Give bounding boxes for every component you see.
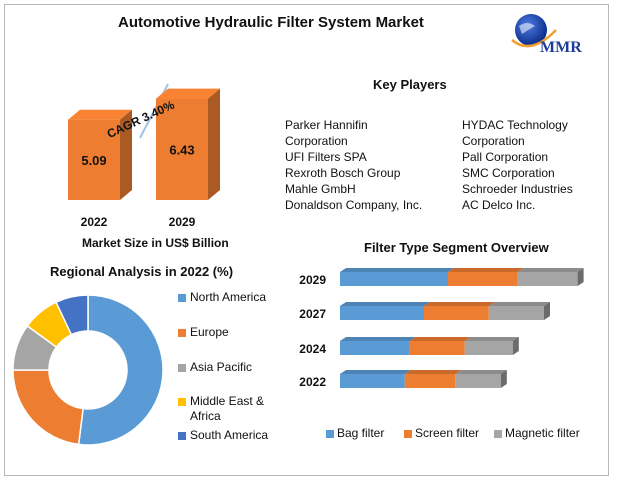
- regional-title: Regional Analysis in 2022 (%): [50, 264, 234, 279]
- seg-side-2024: [512, 337, 519, 355]
- key-player-item: Mahle GmbH: [285, 182, 356, 196]
- seg-top-2024: [409, 337, 471, 341]
- legend-swatch: [404, 430, 412, 438]
- key-player-item: Schroeder Industries: [462, 182, 573, 196]
- seg-top-2027: [340, 302, 430, 306]
- legend-swatch: [178, 398, 186, 406]
- legend-label: North America: [190, 290, 267, 304]
- key-player-item: Pall Corporation: [462, 150, 549, 164]
- category-label: 2024: [299, 342, 326, 356]
- seg-top-2022: [455, 370, 507, 374]
- seg-bar-2024-screen-filter: [409, 341, 465, 355]
- category-label: 2029: [299, 273, 326, 287]
- seg-top-2022: [404, 370, 462, 374]
- bar-category-label: 2029: [169, 215, 196, 229]
- seg-bar-2022-screen-filter: [404, 374, 456, 388]
- logo-text: MMR: [540, 39, 582, 56]
- legend-swatch: [494, 430, 502, 438]
- bar-value-label: 6.43: [169, 142, 194, 157]
- seg-bar-2027-screen-filter: [424, 306, 489, 320]
- bar-2029: [156, 98, 208, 200]
- donut-slice-south-america: [55, 294, 89, 336]
- bar-top-2022: [68, 109, 132, 120]
- legend-label: Middle East &: [190, 394, 265, 408]
- legend-label: Africa: [190, 409, 221, 423]
- page-title: Automotive Hydraulic Filter System Marke…: [118, 14, 424, 31]
- key-player-item: Rexroth Bosch Group: [285, 166, 401, 180]
- bar-2022: [68, 119, 120, 200]
- key-player-item: AC Delco Inc.: [462, 198, 536, 212]
- globe-icon: [515, 14, 547, 46]
- seg-top-2024: [340, 337, 416, 341]
- bar-side-2022: [120, 109, 132, 200]
- market-size-caption: Market Size in US$ Billion: [82, 236, 229, 250]
- seg-bar-2024-bag-filter: [340, 341, 410, 355]
- seg-bar-2024-magnetic-filter: [464, 341, 513, 355]
- key-players-title: Key Players: [373, 77, 447, 92]
- seg-side-2022: [500, 370, 507, 388]
- legend-swatch: [178, 294, 186, 302]
- seg-bar-2029-magnetic-filter: [517, 272, 578, 286]
- legend-swatch: [178, 364, 186, 372]
- seg-bar-2027-bag-filter: [340, 306, 424, 320]
- legend-label: Asia Pacific: [190, 360, 253, 374]
- seg-top-2029: [448, 268, 524, 272]
- seg-side-2027: [544, 302, 550, 320]
- seg-bar-2022-bag-filter: [340, 374, 405, 388]
- legend-label: Screen filter: [415, 426, 480, 440]
- seg-bar-2029-bag-filter: [340, 272, 448, 286]
- category-label: 2027: [299, 307, 326, 321]
- seg-top-2027: [488, 302, 550, 306]
- seg-bar-2022-magnetic-filter: [455, 374, 501, 388]
- key-player-item: Corporation: [462, 134, 525, 148]
- seg-top-2029: [340, 268, 454, 272]
- legend-swatch: [326, 430, 334, 438]
- legend-label: Europe: [190, 325, 229, 339]
- key-player-item: HYDAC Technology: [462, 118, 568, 132]
- legend-swatch: [178, 432, 186, 440]
- globe-highlight: [519, 23, 535, 34]
- bar-side-2029: [208, 88, 220, 200]
- legend-label: South America: [190, 428, 269, 442]
- seg-top-2024: [464, 337, 519, 341]
- seg-bar-2029-screen-filter: [448, 272, 518, 286]
- bar-category-label: 2022: [81, 215, 108, 229]
- key-player-item: Donaldson Company, Inc.: [285, 198, 423, 212]
- donut-slice-north-america: [77, 294, 164, 446]
- key-player-item: SMC Corporation: [462, 166, 555, 180]
- key-player-item: UFI Filters SPA: [285, 150, 367, 164]
- frame-border: [4, 4, 609, 476]
- orbit-swoosh: [511, 29, 557, 48]
- seg-top-2022: [340, 370, 411, 374]
- segment-title: Filter Type Segment Overview: [364, 240, 549, 255]
- seg-top-2029: [517, 268, 584, 272]
- seg-side-2029: [577, 268, 584, 286]
- seg-top-2027: [424, 302, 495, 306]
- bar-value-label: 5.09: [81, 153, 106, 168]
- seg-bar-2027-magnetic-filter: [488, 306, 544, 320]
- legend-swatch: [178, 329, 186, 337]
- donut-slice-europe: [12, 369, 84, 446]
- legend-label: Magnetic filter: [505, 426, 580, 440]
- bar-top-2029: [156, 88, 220, 99]
- legend-label: Bag filter: [337, 426, 385, 440]
- category-label: 2022: [299, 375, 326, 389]
- key-player-item: Parker Hannifin: [285, 118, 368, 132]
- key-player-item: Corporation: [285, 134, 348, 148]
